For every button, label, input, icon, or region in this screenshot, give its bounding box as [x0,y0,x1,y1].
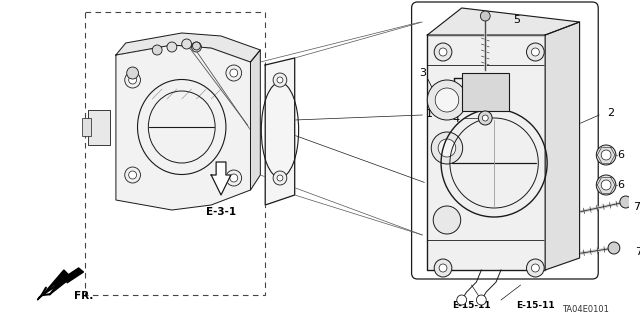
Text: 7: 7 [633,202,640,212]
Circle shape [434,43,452,61]
Bar [81,118,92,136]
Circle shape [531,264,540,272]
Circle shape [230,174,237,182]
Bar [461,73,509,111]
Circle shape [596,175,616,195]
Polygon shape [545,22,580,270]
Circle shape [527,259,544,277]
Circle shape [531,48,540,56]
Circle shape [129,76,136,84]
Circle shape [127,67,138,79]
Circle shape [277,175,283,181]
Circle shape [438,139,456,157]
Circle shape [434,259,452,277]
Circle shape [596,145,616,165]
Circle shape [191,42,202,52]
Circle shape [478,111,492,125]
Circle shape [457,295,467,305]
Circle shape [167,42,177,52]
Text: 7: 7 [635,247,640,257]
Text: 2: 2 [607,108,614,118]
Circle shape [439,48,447,56]
Polygon shape [250,50,260,190]
Circle shape [226,170,242,186]
Circle shape [428,80,467,120]
Circle shape [129,171,136,179]
Polygon shape [265,58,294,205]
Text: 6: 6 [618,180,625,190]
Bar [86,12,265,295]
Polygon shape [116,45,250,210]
Circle shape [601,150,611,160]
Text: FR.: FR. [74,291,93,301]
Polygon shape [37,270,68,300]
Circle shape [226,65,242,81]
Text: E-3-1: E-3-1 [206,207,236,217]
Circle shape [439,264,447,272]
Text: TA04E0101: TA04E0101 [562,306,609,315]
Text: 1: 1 [426,109,433,119]
Text: 5: 5 [513,15,520,25]
Circle shape [273,73,287,87]
Bar [88,110,110,145]
Circle shape [431,132,463,164]
Text: 4: 4 [452,114,460,124]
Circle shape [435,88,459,112]
Text: E-15-11: E-15-11 [452,300,491,309]
Circle shape [230,69,237,77]
Polygon shape [49,268,83,295]
Circle shape [125,167,140,183]
Circle shape [527,43,544,61]
Polygon shape [428,35,545,270]
Text: 3: 3 [419,68,426,78]
Circle shape [182,39,191,49]
Circle shape [433,206,461,234]
Polygon shape [428,8,580,35]
Circle shape [481,11,490,21]
Circle shape [601,180,611,190]
Circle shape [476,295,486,305]
Text: 6: 6 [618,150,625,160]
Circle shape [608,242,620,254]
Circle shape [277,77,283,83]
Circle shape [620,196,632,208]
Circle shape [152,45,162,55]
Circle shape [273,171,287,185]
Polygon shape [116,33,260,62]
Circle shape [483,115,488,121]
Text: E-15-11: E-15-11 [516,300,555,309]
Circle shape [193,42,200,50]
Circle shape [125,72,140,88]
Polygon shape [211,162,231,195]
